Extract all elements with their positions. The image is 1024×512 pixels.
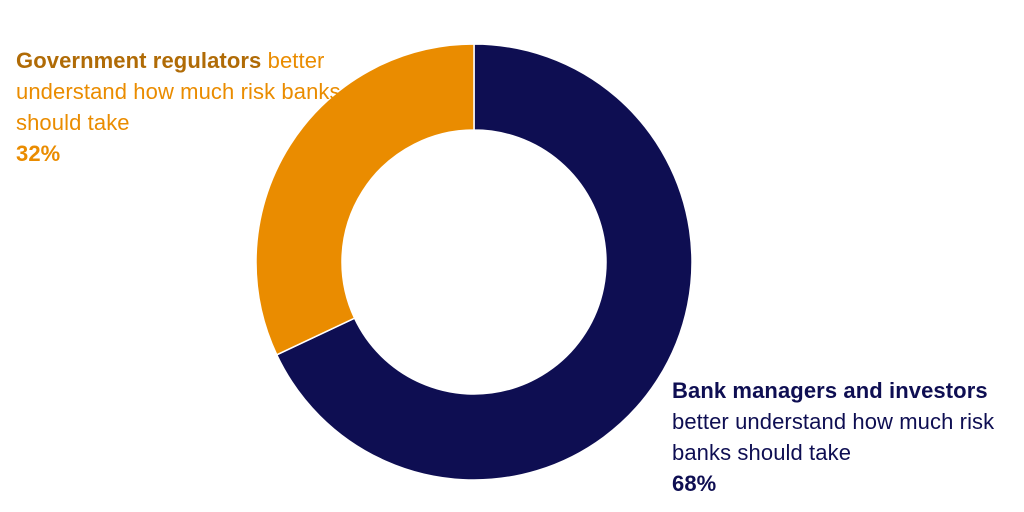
- donut-slices: [255, 43, 693, 481]
- bank-managers-callout: Bank managers and investors better under…: [672, 375, 1017, 499]
- government-regulators-callout: Government regulators better understand …: [16, 45, 366, 169]
- government-regulators-percent: 32%: [16, 141, 61, 166]
- bank-managers-percent: 68%: [672, 471, 717, 496]
- bank-managers-label: better understand how much risk banks sh…: [672, 409, 995, 465]
- donut-slice-bank-managers: [275, 43, 693, 481]
- government-regulators-bold-label: Government regulators: [16, 48, 262, 73]
- government-regulators-label: better understand how much risk banks sh…: [16, 48, 341, 135]
- donut-slice-government-regulators: [255, 43, 475, 356]
- bank-managers-bold-label: Bank managers and investors: [672, 378, 988, 403]
